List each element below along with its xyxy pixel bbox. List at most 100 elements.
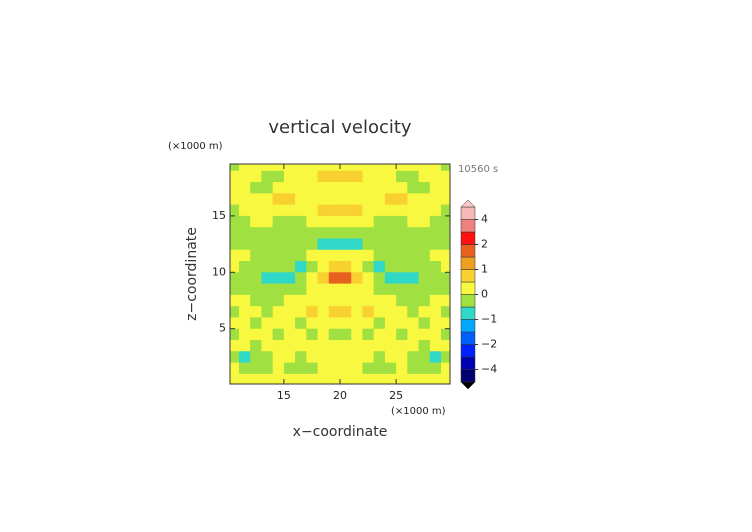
field-cell (351, 182, 363, 194)
field-cell (328, 317, 341, 330)
field-cell (261, 373, 274, 384)
field-cell (429, 170, 442, 183)
field-cell (250, 328, 262, 341)
field-cell (230, 373, 240, 384)
field-cell (328, 227, 341, 239)
field-cell (230, 238, 240, 251)
field-cell (384, 283, 397, 296)
field-cell (362, 306, 375, 318)
field-cell (429, 227, 442, 239)
colorbar-tick-label: 0 (481, 288, 488, 301)
y-tick-label: 5 (219, 322, 226, 335)
field-cell (407, 362, 420, 375)
field-cell (261, 215, 274, 228)
field-cell (362, 164, 375, 172)
field-cell (250, 362, 262, 375)
field-cell (283, 317, 296, 330)
field-cell (396, 317, 408, 330)
field-cell (441, 362, 450, 375)
field-cell (295, 340, 307, 352)
field-cell (230, 272, 240, 285)
field-cell (272, 272, 285, 285)
field-cell (283, 306, 296, 318)
field-cell (283, 164, 296, 172)
field-cell (384, 193, 397, 206)
field-cell (407, 193, 420, 206)
field-cell (362, 362, 375, 375)
field-cell (441, 373, 450, 384)
field-cell (418, 215, 431, 228)
field-cell (340, 317, 352, 330)
field-cell (230, 328, 240, 341)
field-cell (295, 215, 307, 228)
field-cell (250, 340, 262, 352)
field-cell (306, 306, 319, 318)
field-cell (238, 261, 251, 273)
field-cell (441, 238, 450, 251)
field-cell (272, 170, 285, 183)
field-cell (362, 261, 375, 273)
field-cell (272, 306, 285, 318)
field-cell (317, 373, 330, 384)
field-cell (272, 204, 285, 217)
field-cell (441, 294, 450, 307)
field-cell (238, 306, 251, 318)
colorbar-tick-label: −2 (481, 338, 497, 351)
field-cell (261, 317, 274, 330)
field-cell (295, 170, 307, 183)
field-cell (362, 193, 375, 206)
field-cell (317, 362, 330, 375)
field-cell (261, 351, 274, 364)
field-cell (283, 294, 296, 307)
colorbar-segment (460, 256, 476, 270)
field-cell (418, 238, 431, 251)
field-cell (238, 272, 251, 285)
field-cell (250, 193, 262, 206)
field-cell (429, 272, 442, 285)
field-cell (384, 294, 397, 307)
field-cell (295, 227, 307, 239)
field-cell (384, 164, 397, 172)
field-cell (238, 328, 251, 341)
field-cell (230, 164, 240, 172)
field-cell (362, 340, 375, 352)
field-cell (396, 215, 408, 228)
field-cell (328, 328, 341, 341)
field-cell (328, 261, 341, 273)
field-cell (317, 328, 330, 341)
field-cell (238, 351, 251, 364)
field-cell (328, 306, 341, 318)
field-cell (317, 351, 330, 364)
field-cell (261, 227, 274, 239)
field-cell (306, 164, 319, 172)
field-cell (230, 261, 240, 273)
field-cell (250, 351, 262, 364)
field-cell (362, 170, 375, 183)
field-cell (317, 340, 330, 352)
field-cell (396, 272, 408, 285)
field-cell (396, 328, 408, 341)
x-axis-label: x−coordinate (293, 424, 388, 440)
field-cell (351, 362, 363, 375)
field-cell (351, 215, 363, 228)
colorbar-tick-label: −1 (481, 313, 497, 326)
field-cell (295, 294, 307, 307)
field-cell (340, 164, 352, 172)
field-cell (396, 193, 408, 206)
field-cell (351, 317, 363, 330)
field-cell (250, 272, 262, 285)
field-cell (351, 261, 363, 273)
field-cell (407, 215, 420, 228)
field-cell (261, 204, 274, 217)
field-cell (384, 306, 397, 318)
field-cell (317, 227, 330, 239)
field-cell (295, 362, 307, 375)
field-cell (429, 362, 442, 375)
field-cell (396, 249, 408, 262)
field-cell (328, 238, 341, 251)
field-cell (261, 238, 274, 251)
field-cell (429, 215, 442, 228)
field-cell (373, 294, 386, 307)
field-cell (340, 227, 352, 239)
